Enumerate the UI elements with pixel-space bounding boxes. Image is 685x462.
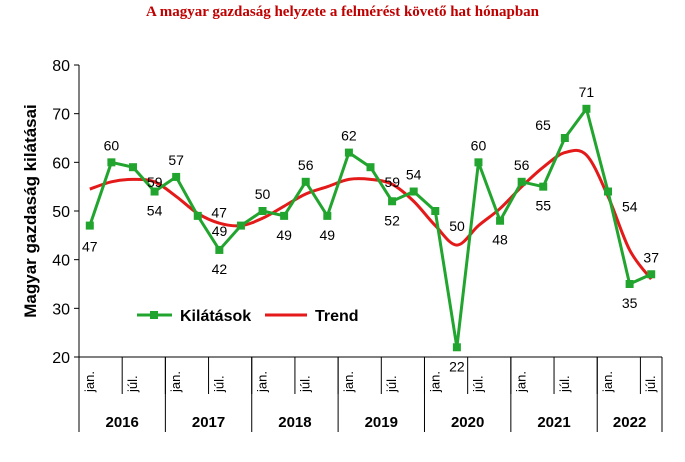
data-point bbox=[128, 163, 137, 172]
data-point bbox=[193, 211, 202, 220]
data-label: 49 bbox=[276, 227, 292, 243]
data-label: 56 bbox=[298, 157, 314, 173]
year-label: 2017 bbox=[192, 414, 225, 431]
data-point bbox=[517, 177, 526, 186]
year-label: 2019 bbox=[365, 414, 398, 431]
data-label: 52 bbox=[384, 212, 400, 228]
legend: Kilátások Trend bbox=[137, 308, 359, 325]
kilatasok-line bbox=[88, 105, 652, 348]
y-tick-label: 20 bbox=[52, 350, 70, 367]
data-point bbox=[107, 158, 116, 167]
data-label: 54 bbox=[622, 199, 638, 215]
data-label: 49 bbox=[212, 223, 228, 239]
data-label: 48 bbox=[492, 232, 508, 248]
data-label: 54 bbox=[406, 167, 422, 183]
data-label: 54 bbox=[147, 203, 163, 219]
data-point bbox=[215, 245, 224, 254]
data-label: 71 bbox=[579, 84, 595, 100]
data-point bbox=[280, 211, 289, 220]
year-label: 2016 bbox=[105, 414, 138, 431]
legend-marker-kilatasok bbox=[150, 311, 158, 319]
data-point bbox=[258, 207, 267, 215]
data-label: 37 bbox=[643, 249, 659, 265]
data-point bbox=[301, 177, 310, 186]
data-point bbox=[474, 158, 483, 167]
data-point bbox=[625, 280, 634, 288]
x-tick-label: jan. bbox=[600, 371, 615, 393]
x-tick-label: júl. bbox=[470, 375, 485, 393]
data-point bbox=[344, 148, 353, 157]
data-label: 50 bbox=[449, 218, 465, 234]
x-tick-label: jan. bbox=[255, 371, 270, 393]
data-label: 47 bbox=[211, 205, 227, 221]
x-tick-label: júl. bbox=[211, 375, 226, 393]
data-point bbox=[150, 187, 159, 196]
year-label: 2022 bbox=[613, 414, 646, 431]
data-point bbox=[647, 270, 656, 279]
data-point bbox=[85, 221, 94, 230]
data-point bbox=[388, 197, 397, 206]
data-label: 62 bbox=[341, 128, 357, 144]
x-tick-label: jan. bbox=[168, 371, 183, 393]
data-point bbox=[431, 207, 440, 215]
data-point bbox=[366, 163, 375, 172]
x-tick-label: jan. bbox=[82, 371, 97, 393]
data-point bbox=[236, 221, 245, 230]
data-point bbox=[452, 343, 461, 352]
x-tick-label: júl. bbox=[643, 375, 658, 393]
data-label: 35 bbox=[622, 295, 638, 311]
data-label: 60 bbox=[471, 137, 487, 153]
x-tick-label: jan. bbox=[341, 371, 356, 393]
y-tick-label: 80 bbox=[52, 58, 70, 75]
legend-label-kilatasok: Kilátások bbox=[180, 308, 251, 325]
y-tick-label: 70 bbox=[52, 107, 70, 124]
data-point bbox=[560, 134, 569, 142]
x-tick-label: júl. bbox=[125, 375, 140, 393]
data-point bbox=[539, 182, 548, 191]
y-tick-label: 30 bbox=[52, 301, 70, 318]
data-label: 49 bbox=[320, 227, 336, 243]
data-point bbox=[172, 172, 181, 181]
y-tick-label: 40 bbox=[52, 253, 70, 270]
data-point bbox=[323, 211, 332, 220]
x-tick-label: júl. bbox=[557, 375, 572, 393]
y-axis-label: Magyar gazdaság kilátásai bbox=[21, 104, 40, 318]
data-label: 50 bbox=[255, 186, 271, 202]
x-tick-label: júl. bbox=[384, 375, 399, 393]
legend-label-trend: Trend bbox=[315, 308, 359, 325]
x-tick-label: jan. bbox=[427, 371, 442, 393]
data-point bbox=[604, 187, 613, 196]
data-label: 55 bbox=[535, 198, 551, 214]
data-point bbox=[496, 216, 505, 225]
year-label: 2021 bbox=[537, 414, 570, 431]
data-label: 59 bbox=[147, 174, 163, 190]
data-point bbox=[582, 104, 591, 113]
data-label: 60 bbox=[104, 137, 120, 153]
data-label: 47 bbox=[82, 239, 98, 255]
year-label: 2020 bbox=[451, 414, 484, 431]
x-tick-label: jan. bbox=[514, 371, 529, 393]
chart-title: A magyar gazdaság helyzete a felmérést k… bbox=[145, 4, 540, 20]
y-tick-label: 60 bbox=[52, 155, 70, 172]
data-label: 65 bbox=[535, 117, 551, 133]
year-label: 2018 bbox=[278, 414, 311, 431]
data-label: 42 bbox=[212, 261, 228, 277]
y-tick-label: 50 bbox=[52, 204, 70, 221]
data-label: 57 bbox=[168, 152, 184, 168]
data-label: 22 bbox=[449, 358, 465, 374]
data-label: 56 bbox=[514, 157, 530, 173]
data-label: 59 bbox=[385, 174, 401, 190]
data-point bbox=[409, 187, 418, 196]
x-tick-label: júl. bbox=[298, 375, 313, 393]
